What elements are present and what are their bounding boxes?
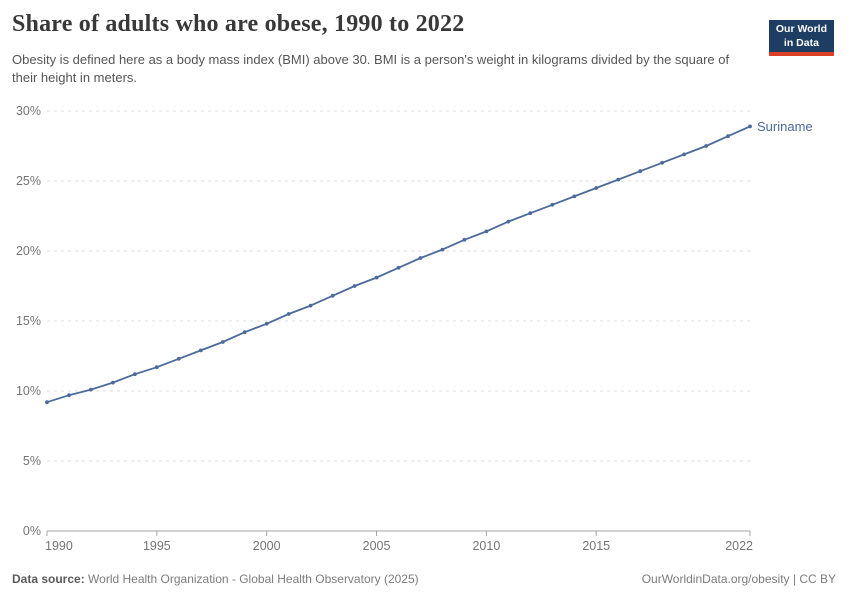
data-point[interactable] — [506, 219, 511, 224]
y-axis-label: 15% — [16, 314, 41, 328]
data-point[interactable] — [154, 365, 159, 370]
x-axis-label: 2005 — [363, 539, 391, 553]
y-axis-label: 5% — [23, 454, 41, 468]
series-end-label[interactable]: Suriname — [757, 119, 813, 134]
data-point[interactable] — [660, 160, 664, 165]
data-point[interactable] — [616, 177, 621, 182]
data-point[interactable] — [704, 144, 708, 148]
data-point[interactable] — [220, 340, 225, 344]
data-source-text: World Health Organization - Global Healt… — [84, 572, 419, 586]
x-axis-label: 1990 — [45, 539, 73, 553]
y-axis-label: 20% — [16, 244, 41, 258]
data-point[interactable] — [374, 275, 379, 280]
y-axis-label: 25% — [16, 174, 41, 188]
chart-svg: 0% 5% 10% 15% 20% 25% 30% 1990 1995 2000 2005 2010 2… — [16, 104, 813, 553]
data-point[interactable] — [45, 400, 49, 405]
data-point[interactable] — [286, 312, 291, 316]
chart-title: Share of adults who are obese, 1990 to 2… — [12, 11, 465, 37]
data-point[interactable] — [133, 372, 137, 377]
data-point[interactable] — [726, 134, 730, 139]
x-axis-label: 2010 — [472, 539, 500, 553]
owid-logo-line2: in Data — [783, 36, 819, 49]
line-chart-area: 0% 5% 10% 15% 20% 25% 30% 1990 1995 2000 2005 2010 2… — [0, 96, 850, 566]
data-point[interactable] — [594, 186, 599, 190]
y-axis-label: 30% — [16, 104, 41, 118]
x-axis-label: 1995 — [143, 539, 171, 553]
data-point[interactable] — [682, 152, 686, 157]
data-point[interactable] — [308, 303, 313, 308]
data-point[interactable] — [418, 256, 423, 260]
chart-subtitle: Obesity is defined here as a body mass i… — [12, 52, 730, 86]
data-point[interactable] — [330, 293, 335, 298]
trend-line[interactable] — [46, 125, 751, 404]
data-point[interactable] — [440, 247, 445, 252]
x-axis-label: 2022 — [725, 539, 753, 553]
owid-logo-line1: Our World — [775, 23, 827, 35]
data-point[interactable] — [572, 194, 577, 199]
data-source: Data source: World Health Organization -… — [12, 572, 419, 586]
owid-logo[interactable]: Our World in Data — [768, 20, 834, 57]
license-link[interactable]: OurWorldinData.org/obesity | CC BY — [641, 572, 836, 586]
data-point[interactable] — [111, 380, 115, 385]
data-point[interactable] — [198, 348, 203, 353]
data-point[interactable] — [748, 124, 752, 129]
data-point[interactable] — [462, 237, 467, 242]
y-axis-label: 10% — [16, 384, 41, 398]
data-point[interactable] — [528, 211, 533, 216]
data-point[interactable] — [89, 387, 93, 392]
x-axis-label: 2000 — [253, 539, 281, 553]
data-point[interactable] — [264, 321, 269, 326]
x-axis-label: 2015 — [582, 539, 610, 553]
data-point[interactable] — [484, 229, 489, 234]
data-point[interactable] — [242, 330, 247, 335]
data-point[interactable] — [396, 265, 401, 270]
data-source-label: Data source: — [12, 572, 85, 586]
data-point[interactable] — [67, 393, 71, 398]
y-axis-label: 0% — [23, 524, 41, 538]
data-point[interactable] — [550, 202, 555, 207]
data-point[interactable] — [638, 169, 643, 174]
data-point[interactable] — [176, 356, 181, 361]
data-point[interactable] — [352, 284, 357, 288]
